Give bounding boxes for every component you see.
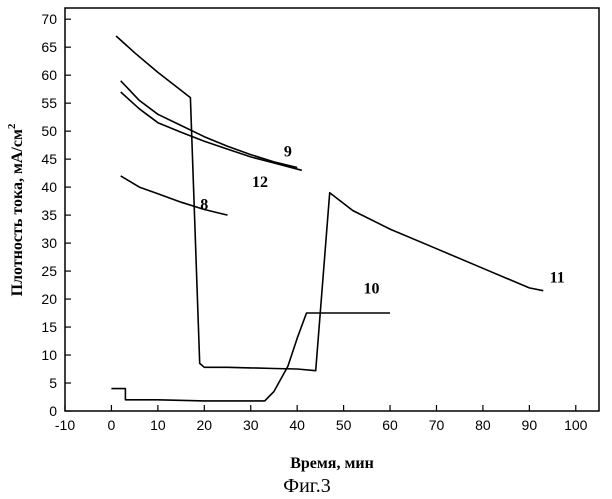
series-label-10: 10 bbox=[363, 280, 379, 297]
y-axis-title-text: Плотность тока, мА/см bbox=[9, 129, 26, 296]
y-tick-label-8: 40 bbox=[41, 179, 57, 195]
x-tick-label-0: -10 bbox=[55, 417, 75, 433]
y-tick-label-6: 30 bbox=[41, 235, 57, 251]
x-axis-title: Время, мин bbox=[290, 455, 374, 472]
x-tick-label-1: 0 bbox=[108, 417, 116, 433]
series-line-9 bbox=[121, 81, 298, 168]
x-tick-label-7: 60 bbox=[382, 417, 398, 433]
y-tick-label-9: 45 bbox=[41, 151, 57, 167]
y-tick-label-0: 0 bbox=[49, 403, 57, 419]
x-tick-label-4: 30 bbox=[243, 417, 259, 433]
series-line-8 bbox=[121, 176, 228, 215]
series-label-12: 12 bbox=[252, 174, 268, 191]
x-tick-label-2: 10 bbox=[150, 417, 166, 433]
series-label-11: 11 bbox=[550, 269, 565, 286]
y-tick-label-14: 70 bbox=[41, 11, 57, 27]
y-tick-label-7: 35 bbox=[41, 207, 57, 223]
y-tick-label-3: 15 bbox=[41, 319, 57, 335]
y-axis-title-superscript: 2 bbox=[6, 123, 18, 129]
y-tick-label-13: 65 bbox=[41, 39, 57, 55]
y-tick-label-1: 5 bbox=[49, 375, 57, 391]
y-tick-label-12: 60 bbox=[41, 67, 57, 83]
x-tick-label-9: 80 bbox=[475, 417, 491, 433]
series-lines bbox=[111, 36, 543, 401]
x-tick-label-3: 20 bbox=[197, 417, 213, 433]
series-line-12 bbox=[121, 92, 302, 170]
x-tick-label-5: 40 bbox=[289, 417, 305, 433]
x-tick-label-10: 90 bbox=[522, 417, 538, 433]
series-line-10 bbox=[111, 313, 390, 401]
x-tick-label-8: 70 bbox=[429, 417, 445, 433]
series-line-11 bbox=[116, 36, 543, 371]
y-tick-label-11: 55 bbox=[41, 95, 57, 111]
figure-caption: Фиг.3 bbox=[283, 475, 330, 497]
axis-ticks: -100102030405060708090100051015202530354… bbox=[41, 11, 587, 433]
series-label-8: 8 bbox=[200, 197, 208, 214]
plot-frame bbox=[65, 8, 599, 411]
y-tick-label-4: 20 bbox=[41, 291, 57, 307]
series-label-9: 9 bbox=[284, 143, 292, 160]
x-tick-label-11: 100 bbox=[564, 417, 588, 433]
y-tick-label-10: 50 bbox=[41, 123, 57, 139]
y-tick-label-2: 10 bbox=[41, 347, 57, 363]
y-axis-title: Плотность тока, мА/см2 bbox=[6, 123, 26, 296]
x-tick-label-6: 50 bbox=[336, 417, 352, 433]
series-annotations: 9 12 8 11 10 bbox=[200, 143, 564, 297]
y-tick-label-5: 25 bbox=[41, 263, 57, 279]
